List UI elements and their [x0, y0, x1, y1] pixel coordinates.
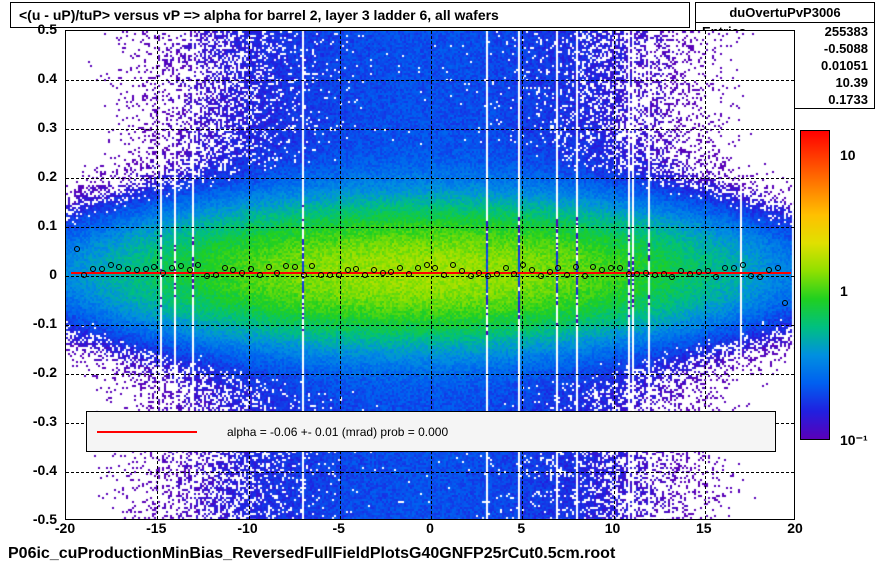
legend-text: alpha = -0.06 +- 0.01 (mrad) prob = 0.00…	[227, 425, 448, 439]
y-tick-label: -0.1	[7, 315, 57, 331]
x-tick-label: 15	[684, 520, 724, 536]
x-tick-label: 0	[410, 520, 450, 536]
chart-container: <(u - uP)/tuP> versus vP => alpha for ba…	[0, 0, 885, 569]
y-tick-label: 0.2	[7, 168, 57, 184]
y-tick-label: 0.5	[7, 21, 57, 37]
x-tick-label: -5	[319, 520, 359, 536]
x-tick-label: -15	[136, 520, 176, 536]
colorbar-tick-label: 1	[840, 283, 848, 299]
stats-meanx-value: -0.5088	[824, 41, 868, 56]
stats-name: duOvertuPvP3006	[696, 3, 874, 23]
colorbar-tick-label: 10	[840, 147, 856, 163]
colorbar: 10⁻¹110	[800, 130, 830, 440]
y-tick-label: 0.1	[7, 217, 57, 233]
x-tick-label: 20	[775, 520, 815, 536]
stats-rmsy-value: 0.1733	[828, 92, 868, 107]
colorbar-gradient	[800, 130, 830, 440]
stats-rmsx-value: 10.39	[835, 75, 868, 90]
y-tick-label: -0.4	[7, 462, 57, 478]
y-tick-label: 0.3	[7, 119, 57, 135]
colorbar-tick-label: 10⁻¹	[840, 432, 868, 449]
legend-line-sample	[97, 431, 197, 433]
x-tick-label: 10	[593, 520, 633, 536]
x-tick-label: -20	[45, 520, 85, 536]
chart-title-box: <(u - uP)/tuP> versus vP => alpha for ba…	[10, 2, 690, 28]
x-tick-label: -10	[228, 520, 268, 536]
y-tick-label: -0.3	[7, 413, 57, 429]
x-tick-label: 5	[501, 520, 541, 536]
stats-entries-value: 255383	[825, 24, 868, 39]
y-tick-label: 0	[7, 266, 57, 282]
chart-title: <(u - uP)/tuP> versus vP => alpha for ba…	[19, 7, 499, 23]
y-tick-label: 0.4	[7, 70, 57, 86]
stats-meany-value: 0.01051	[821, 58, 868, 73]
plot-area: alpha = -0.06 +- 0.01 (mrad) prob = 0.00…	[65, 30, 795, 520]
y-tick-label: -0.2	[7, 364, 57, 380]
legend-box: alpha = -0.06 +- 0.01 (mrad) prob = 0.00…	[86, 411, 776, 453]
footer-filename: P06ic_cuProductionMinBias_ReversedFullFi…	[8, 545, 615, 563]
